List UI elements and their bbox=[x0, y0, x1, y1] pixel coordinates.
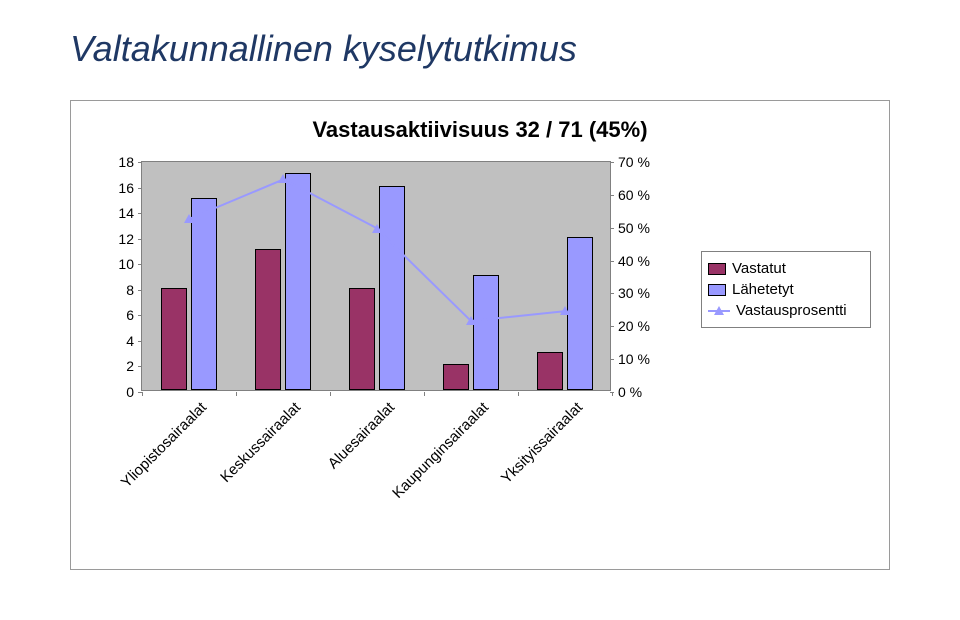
x-tick bbox=[142, 392, 143, 396]
y-right-label: 20 % bbox=[618, 318, 650, 334]
legend-swatch-icon bbox=[708, 263, 726, 275]
bar-lahetetyt bbox=[191, 198, 217, 390]
y-left-label: 12 bbox=[118, 231, 134, 247]
y-left-tick bbox=[138, 213, 142, 214]
y-right-tick bbox=[610, 326, 614, 327]
y-right-label: 50 % bbox=[618, 220, 650, 236]
y-left-tick bbox=[138, 264, 142, 265]
bar-vastatut bbox=[255, 249, 281, 390]
y-right-tick bbox=[610, 195, 614, 196]
triangle-marker-icon bbox=[278, 174, 288, 183]
y-right-label: 70 % bbox=[618, 154, 650, 170]
y-left-label: 6 bbox=[126, 307, 134, 323]
bar-vastatut bbox=[537, 352, 563, 390]
bar-lahetetyt bbox=[379, 186, 405, 390]
x-tick bbox=[612, 392, 613, 396]
y-left-label: 8 bbox=[126, 282, 134, 298]
x-tick bbox=[330, 392, 331, 396]
y-left-label: 16 bbox=[118, 180, 134, 196]
triangle-marker-icon bbox=[714, 306, 724, 315]
legend-label: Vastausprosentti bbox=[736, 302, 847, 319]
x-tick bbox=[518, 392, 519, 396]
page-title: Valtakunnallinen kyselytutkimus bbox=[0, 0, 960, 70]
y-left-label: 2 bbox=[126, 358, 134, 374]
triangle-marker-icon bbox=[466, 316, 476, 325]
y-left-label: 4 bbox=[126, 333, 134, 349]
legend-line-icon bbox=[708, 310, 730, 312]
y-right-label: 40 % bbox=[618, 253, 650, 269]
y-left-label: 0 bbox=[126, 384, 134, 400]
y-right-tick bbox=[610, 261, 614, 262]
bar-vastatut bbox=[349, 288, 375, 390]
y-left-label: 10 bbox=[118, 256, 134, 272]
y-left-tick bbox=[138, 239, 142, 240]
y-left-tick bbox=[138, 315, 142, 316]
triangle-marker-icon bbox=[560, 306, 570, 315]
legend-label: Lähetetyt bbox=[732, 281, 794, 298]
legend: Vastatut Lähetetyt Vastausprosentti bbox=[701, 251, 871, 328]
bar-lahetetyt bbox=[473, 275, 499, 390]
y-right-tick bbox=[610, 359, 614, 360]
y-left-tick bbox=[138, 162, 142, 163]
y-right-label: 0 % bbox=[618, 384, 642, 400]
y-left-tick bbox=[138, 366, 142, 367]
plot-wrap: 0246810121416180 %10 %20 %30 %40 %50 %60… bbox=[101, 161, 661, 411]
triangle-marker-icon bbox=[372, 224, 382, 233]
y-right-label: 30 % bbox=[618, 285, 650, 301]
chart-frame: Vastausaktiivisuus 32 / 71 (45%) 0246810… bbox=[70, 100, 890, 570]
x-tick bbox=[236, 392, 237, 396]
legend-item: Lähetetyt bbox=[708, 279, 864, 300]
bar-vastatut bbox=[443, 364, 469, 390]
bar-vastatut bbox=[161, 288, 187, 390]
y-left-tick bbox=[138, 341, 142, 342]
x-tick bbox=[424, 392, 425, 396]
y-right-tick bbox=[610, 293, 614, 294]
legend-swatch-icon bbox=[708, 284, 726, 296]
bar-lahetetyt bbox=[285, 173, 311, 390]
triangle-marker-icon bbox=[184, 214, 194, 223]
legend-item: Vastatut bbox=[708, 258, 864, 279]
y-right-label: 10 % bbox=[618, 351, 650, 367]
y-left-label: 18 bbox=[118, 154, 134, 170]
plot-area: 0246810121416180 %10 %20 %30 %40 %50 %60… bbox=[141, 161, 611, 391]
y-right-tick bbox=[610, 228, 614, 229]
y-left-tick bbox=[138, 290, 142, 291]
legend-item: Vastausprosentti bbox=[708, 300, 864, 321]
legend-label: Vastatut bbox=[732, 260, 786, 277]
bar-lahetetyt bbox=[567, 237, 593, 390]
y-right-tick bbox=[610, 162, 614, 163]
y-left-tick bbox=[138, 188, 142, 189]
y-right-label: 60 % bbox=[618, 187, 650, 203]
chart-title: Vastausaktiivisuus 32 / 71 (45%) bbox=[71, 101, 889, 143]
y-left-label: 14 bbox=[118, 205, 134, 221]
